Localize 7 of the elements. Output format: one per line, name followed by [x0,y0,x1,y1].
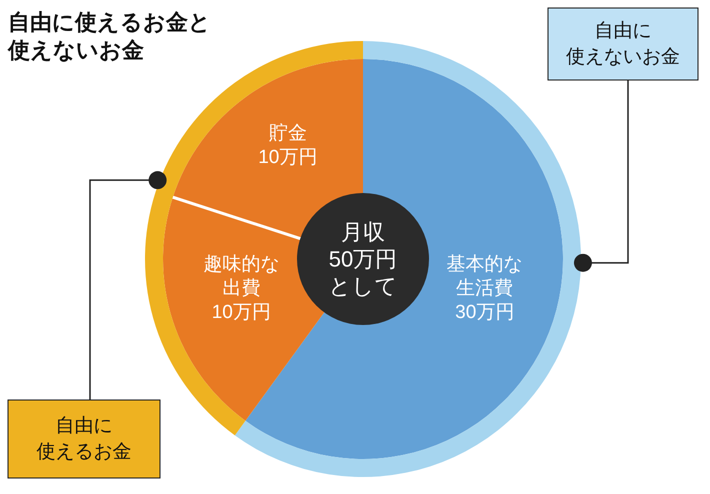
slice-label: 貯金10万円 [258,122,318,168]
slice-label: 趣味的な出費10万円 [203,254,280,324]
slice-label: 基本的な生活費30万円 [446,254,523,324]
slice-label: 自由に使えるお金 [36,416,132,462]
text: 月収50万円として [328,220,398,298]
chart-title: 自由に使えるお金と使えないお金 [7,10,211,62]
slice-label: 自由に使えないお金 [566,20,680,68]
